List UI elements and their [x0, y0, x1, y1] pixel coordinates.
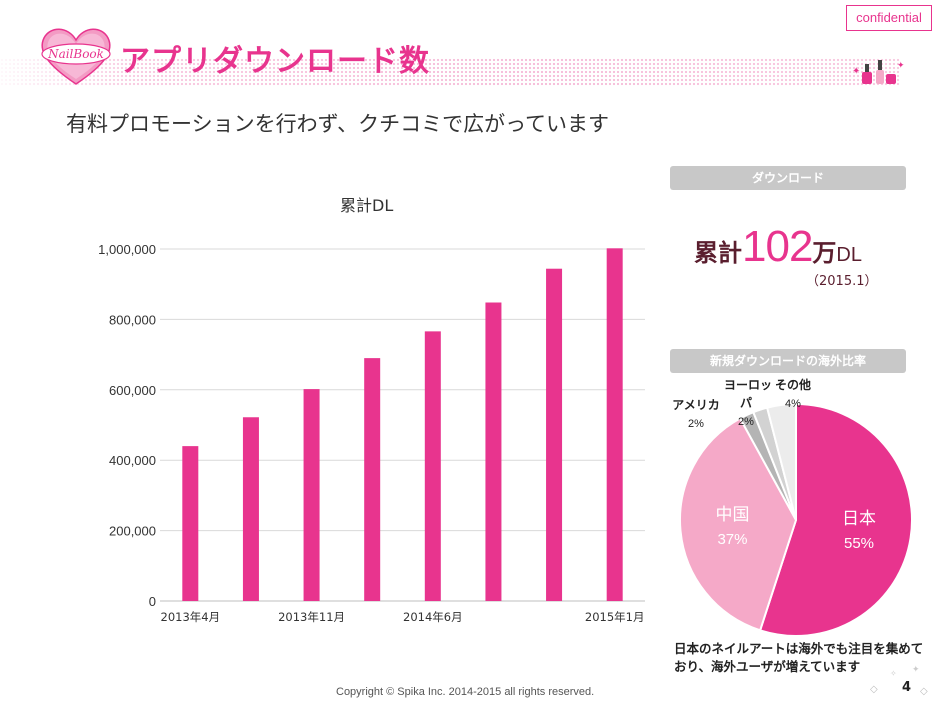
pie-slice — [765, 402, 797, 521]
total-unit: 万 — [812, 239, 837, 267]
y-tick-label: 600,000 — [109, 383, 156, 398]
slice-percent-europe: 2% — [738, 416, 754, 428]
y-tick-label: 400,000 — [109, 453, 156, 468]
x-tick-label: 2015年1月 — [585, 610, 645, 624]
slice-label-europe-2: パ — [740, 396, 752, 410]
cumulative-downloads-chart: 0 200,000 400,000 600,000 800,000 1,000,000 20… — [98, 242, 645, 624]
confidential-badge: confidential — [846, 5, 932, 31]
slide-subtitle: 有料プロモーションを行わず、クチコミで広がっています — [66, 112, 610, 136]
chart-title: 累計DL — [340, 196, 394, 215]
downloads-section-header: ダウンロード — [670, 166, 906, 190]
slice-percent-other: 4% — [785, 398, 801, 410]
total-number: 102 — [742, 222, 813, 271]
svg-text:✦: ✦ — [897, 61, 905, 71]
pie-slice — [758, 402, 913, 637]
bar — [485, 302, 502, 601]
x-tick-label: 2014年6月 — [403, 610, 463, 624]
svg-text:✧: ✧ — [890, 669, 897, 678]
header-band-fade — [0, 58, 900, 86]
slice-label: 日本 — [842, 509, 876, 529]
page-title: アプリダウンロード数 — [120, 44, 430, 79]
footnote: 日本のネイルアートは海外でも注目を集めており、海外ユーザが増えています — [674, 641, 924, 674]
slice-percent-america: 2% — [688, 418, 704, 430]
total-suffix: DL — [836, 244, 862, 266]
bar — [303, 389, 320, 601]
slice-label: 中国 — [715, 505, 749, 525]
bar — [364, 358, 381, 601]
logo-text: NailBook — [47, 47, 104, 61]
total-prefix: 累計 — [694, 239, 742, 267]
slice-label-europe: ヨーロッ — [724, 378, 772, 392]
overseas-share-header: 新規ダウンロードの海外比率 — [670, 349, 906, 373]
nailbook-logo: NailBook — [41, 28, 111, 85]
copyright: Copyright © Spika Inc. 2014-2015 all rig… — [336, 686, 595, 698]
sparkle-icon: ◇ ✧ ✦ ◇ — [870, 665, 928, 697]
y-tick-label: 0 — [149, 594, 156, 609]
svg-text:✦: ✦ — [912, 665, 920, 675]
y-tick-label: 1,000,000 — [98, 242, 156, 257]
pie-slice — [738, 410, 797, 521]
bar — [424, 331, 441, 601]
y-tick-label: 200,000 — [109, 524, 156, 539]
nail-polish-icon: ✦ ✦ — [852, 60, 905, 84]
svg-text:◇: ◇ — [920, 686, 928, 697]
x-tick-label: 2013年11月 — [278, 610, 345, 624]
slice-label-america: アメリカ — [672, 398, 719, 412]
slice-percent: 55% — [844, 535, 874, 552]
x-tick-label: 2013年4月 — [161, 610, 221, 624]
y-tick-label: 800,000 — [109, 312, 156, 327]
bar — [546, 268, 563, 601]
total-downloads: 累計102万DL — [694, 222, 862, 272]
pie-slice — [679, 416, 798, 632]
pie-slice — [752, 406, 797, 521]
page-number: 4 — [902, 680, 912, 695]
slice-label-other: その他 — [775, 377, 811, 392]
bar — [182, 446, 199, 601]
svg-text:✦: ✦ — [852, 66, 860, 77]
bar — [606, 248, 623, 601]
svg-text:◇: ◇ — [870, 684, 878, 695]
bar — [242, 417, 259, 601]
slice-percent: 37% — [717, 531, 747, 548]
total-date: （2015.1） — [806, 274, 878, 289]
